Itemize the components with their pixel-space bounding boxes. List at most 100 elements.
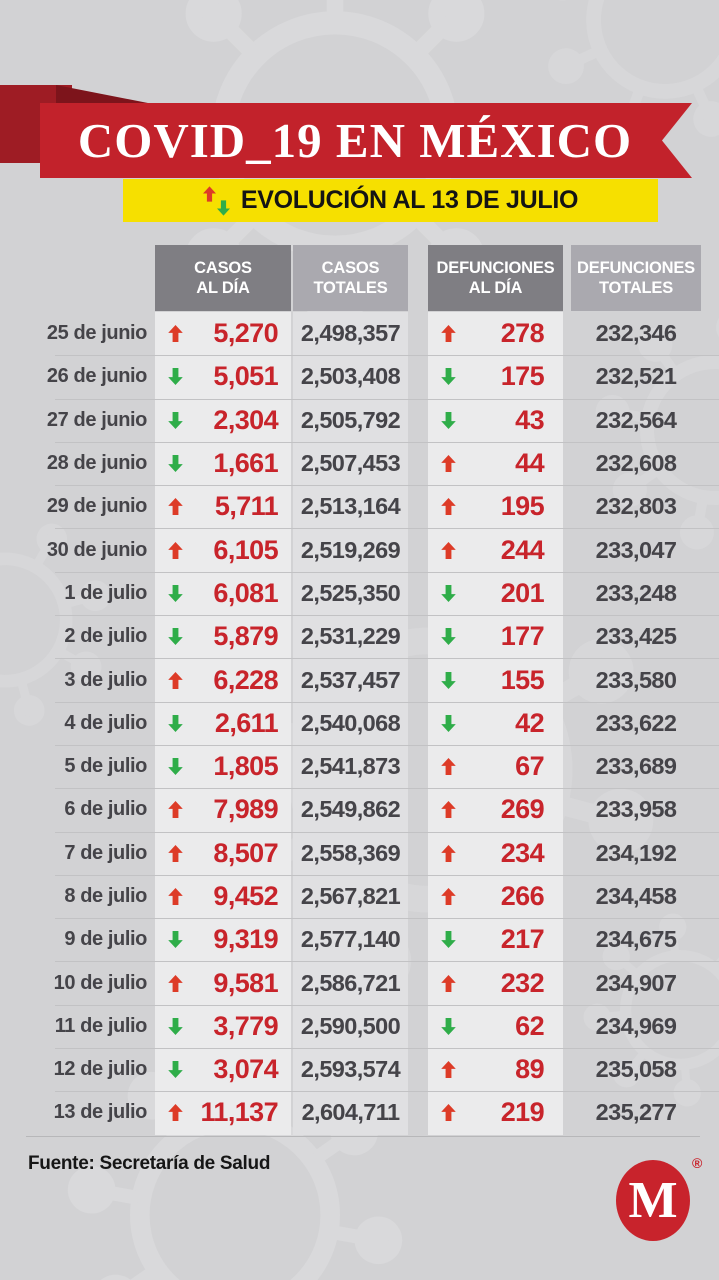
total-deaths-cell: 233,958 [571, 788, 701, 831]
total-cases-cell: 2,519,269 [293, 528, 408, 572]
daily-deaths-value: 62 [515, 1010, 544, 1041]
row-date: 3 de julio [64, 668, 147, 691]
daily-cases-cell: 3,074 [155, 1048, 291, 1092]
daily-cases-value: 9,452 [213, 881, 278, 911]
total-cases-value: 2,593,574 [300, 1056, 401, 1083]
daily-cases-cell: 6,228 [155, 658, 291, 702]
total-cases-cell: 2,540,068 [293, 701, 408, 745]
trend-down-icon [168, 1061, 183, 1079]
column-header-text: AL DÍA [196, 279, 250, 297]
daily-cases-cell: 5,711 [155, 485, 291, 529]
total-cases-cell: 2,541,873 [293, 744, 408, 789]
daily-deaths-value: 232 [500, 967, 545, 998]
trend-slot [441, 325, 456, 343]
trend-down-icon [168, 455, 183, 473]
total-deaths-cell: 235,277 [571, 1091, 701, 1134]
table-row: 5 de julio 1,805 2,541,873 67 233,689 [0, 744, 719, 789]
daily-cases-value: 9,581 [213, 967, 278, 998]
footer-divider [26, 1136, 700, 1137]
milenio-logo: M [616, 1160, 690, 1241]
row-date: 29 de junio [46, 495, 147, 518]
total-deaths-cell: 235,058 [571, 1048, 701, 1091]
total-cases-value: 2,567,821 [300, 883, 401, 909]
column-header-text: DEFUNCIONES [436, 258, 555, 277]
total-deaths-cell: 233,689 [571, 745, 701, 788]
total-deaths-value: 234,192 [595, 839, 677, 866]
table-row: 25 de junio 5,270 2,498,357 278 232,346 [0, 312, 719, 356]
trend-slot [441, 844, 456, 862]
daily-cases-value: 8,507 [213, 837, 278, 868]
column-header-total-deaths: DEFUNCIONES TOTALES [571, 245, 701, 311]
column-header-text: CASOS [321, 258, 380, 277]
trend-up-icon [441, 974, 456, 992]
total-deaths-value: 232,346 [595, 320, 677, 347]
daily-cases-cell: 7,989 [155, 788, 291, 832]
trend-up-icon [441, 758, 456, 776]
table-row: 1 de julio 6,081 2,525,350 201 233,248 [0, 571, 719, 616]
total-cases-cell: 2,577,140 [293, 918, 408, 962]
trend-slot [441, 714, 456, 732]
row-date: 12 de julio [53, 1058, 148, 1081]
daily-cases-cell: 1,805 [155, 744, 291, 789]
trend-up-icon [441, 888, 456, 905]
total-deaths-value: 233,248 [595, 579, 677, 606]
trend-up-icon [441, 1104, 456, 1122]
trend-slot [441, 1017, 456, 1035]
daily-deaths-value: 266 [500, 881, 545, 911]
daily-cases-value: 2,304 [213, 404, 278, 435]
trend-down-icon [441, 1017, 456, 1035]
total-cases-value: 2,507,453 [300, 450, 401, 477]
daily-cases-cell: 6,105 [155, 528, 291, 572]
trend-down-icon [168, 584, 183, 602]
daily-deaths-cell: 266 [428, 874, 563, 919]
row-date: 25 de junio [46, 322, 147, 345]
daily-cases-value: 5,051 [213, 361, 278, 392]
trend-up-icon [168, 498, 183, 516]
trend-up-icon [168, 541, 183, 559]
trend-slot [441, 758, 456, 776]
daily-deaths-value: 44 [515, 448, 544, 479]
total-deaths-cell: 233,047 [571, 528, 701, 571]
total-cases-value: 2,503,408 [300, 363, 401, 390]
daily-deaths-value: 217 [500, 924, 545, 955]
daily-deaths-cell: 155 [428, 658, 563, 702]
daily-deaths-cell: 232 [428, 961, 563, 1005]
daily-deaths-value: 278 [500, 318, 545, 349]
total-deaths-value: 234,675 [595, 926, 677, 953]
table-row: 26 de junio 5,051 2,503,408 175 232,521 [0, 355, 719, 399]
total-deaths-value: 233,425 [595, 623, 677, 650]
trend-slot [441, 1104, 456, 1122]
trend-slot [168, 541, 183, 559]
trend-down-icon [168, 1017, 183, 1035]
total-deaths-cell: 234,907 [571, 961, 701, 1004]
total-deaths-cell: 232,608 [571, 442, 701, 485]
column-header-daily-deaths: DEFUNCIONES AL DÍA [428, 245, 563, 311]
column-header-text: TOTALES [598, 279, 674, 297]
total-deaths-value: 234,458 [595, 883, 677, 909]
trend-down-icon [441, 714, 456, 732]
registered-trademark-icon: ® [692, 1155, 703, 1171]
total-cases-value: 2,498,357 [300, 320, 401, 347]
daily-deaths-value: 219 [500, 1097, 545, 1128]
row-date: 6 de julio [64, 798, 147, 821]
daily-deaths-value: 42 [515, 707, 544, 738]
trend-down-icon [441, 368, 456, 386]
trend-down-icon [168, 411, 183, 429]
daily-deaths-cell: 278 [428, 312, 563, 356]
trend-slot [168, 1017, 183, 1035]
total-cases-cell: 2,537,457 [293, 658, 408, 702]
trend-down-icon [168, 758, 183, 776]
trend-slot [168, 714, 183, 732]
column-header-text: DEFUNCIONES [577, 258, 695, 277]
total-cases-cell: 2,505,792 [293, 398, 408, 442]
total-cases-value: 2,531,229 [300, 623, 401, 650]
daily-cases-cell: 11,137 [155, 1091, 291, 1135]
daily-deaths-value: 244 [500, 534, 545, 565]
total-cases-value: 2,549,862 [300, 796, 401, 823]
total-deaths-value: 232,521 [595, 363, 677, 390]
total-cases-value: 2,541,873 [300, 753, 401, 780]
trend-up-icon [441, 1061, 456, 1079]
trend-down-icon [168, 714, 183, 732]
table-row: 8 de julio 9,452 2,567,821 266 234,458 [0, 874, 719, 919]
